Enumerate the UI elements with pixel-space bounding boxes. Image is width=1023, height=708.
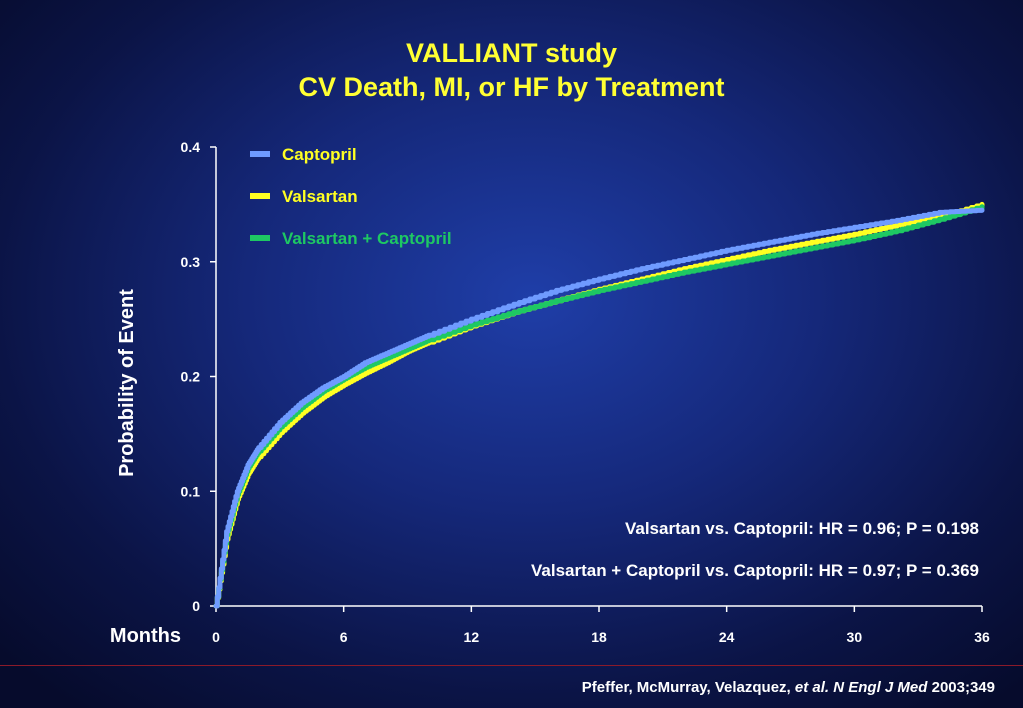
legend-label-captopril: Captopril <box>282 145 357 164</box>
citation-journal: et al. N Engl J Med <box>794 679 928 696</box>
y-tick-label: 0.3 <box>181 254 201 270</box>
series-line-captopril <box>213 207 985 609</box>
citation-authors: Pfeffer, McMurray, Velazquez, <box>581 679 795 696</box>
series-layer <box>213 201 985 609</box>
legend-label-valsartan-captopril: Valsartan + Captopril <box>282 229 452 248</box>
series-line-valsartan <box>213 201 985 609</box>
citation: Pfeffer, McMurray, Velazquez, et al. N E… <box>582 679 995 696</box>
x-tick-label: 6 <box>340 629 348 645</box>
x-tick-label: 12 <box>464 629 480 645</box>
y-tick-label: 0.4 <box>181 139 201 155</box>
citation-year: 2003;349 <box>927 679 995 696</box>
x-axis-title: Months <box>110 625 181 647</box>
chart-title-line1: VALLIANT study <box>406 38 617 68</box>
x-tick-label: 24 <box>719 629 735 645</box>
y-tick-label: 0 <box>192 598 200 614</box>
y-axis-title: Probability of Event <box>116 289 138 477</box>
x-tick-label: 18 <box>591 629 607 645</box>
legend-label-valsartan: Valsartan <box>282 187 358 206</box>
hazard-ratio-text: Valsartan vs. Captopril: HR = 0.96; P = … <box>625 519 979 538</box>
chart-title-line2: CV Death, MI, or HF by Treatment <box>298 72 725 102</box>
x-tick-label: 0 <box>212 629 220 645</box>
series-line-valsartan-captopril <box>213 204 985 609</box>
legend: Captopril Valsartan Valsartan + Captopril <box>250 145 452 248</box>
x-tick-label: 30 <box>847 629 863 645</box>
hazard-ratio-annotations: Valsartan vs. Captopril: HR = 0.96; P = … <box>531 519 979 580</box>
y-tick-label: 0.1 <box>181 483 201 499</box>
y-tick-label: 0.2 <box>181 369 201 385</box>
footer-rule <box>0 665 1023 666</box>
x-tick-label: 36 <box>974 629 990 645</box>
axes: 0 0.1 0.2 0.3 0.4 0 6 12 18 24 30 36 <box>181 139 990 645</box>
hazard-ratio-text: Valsartan + Captopril vs. Captopril: HR … <box>531 561 979 580</box>
